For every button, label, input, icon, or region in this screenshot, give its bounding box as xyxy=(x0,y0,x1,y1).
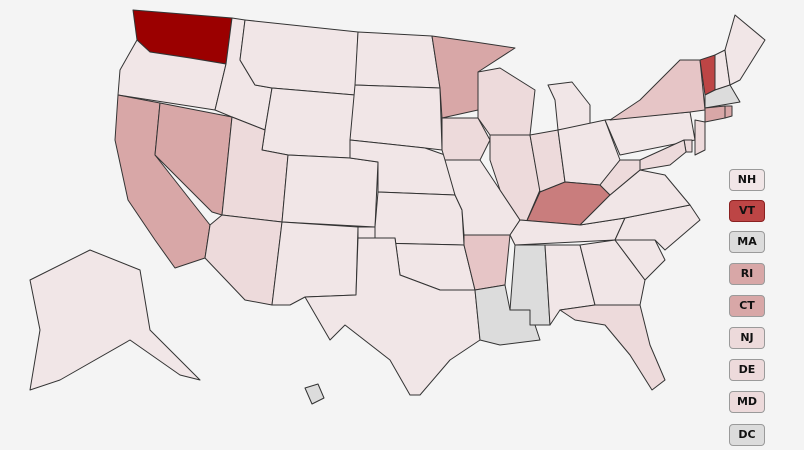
state-nd[interactable] xyxy=(354,31,441,89)
state-button-ma[interactable]: MA xyxy=(729,231,765,253)
state-ct[interactable] xyxy=(704,105,726,123)
state-ma[interactable] xyxy=(704,84,741,109)
state-button-vt[interactable]: VT xyxy=(729,200,765,222)
state-ri[interactable] xyxy=(724,105,733,119)
state-ak[interactable] xyxy=(29,249,201,391)
state-ga[interactable] xyxy=(579,239,646,306)
state-button-nj[interactable]: NJ xyxy=(729,327,765,349)
state-ny[interactable] xyxy=(609,59,706,121)
state-hi[interactable] xyxy=(304,383,325,405)
state-mt[interactable] xyxy=(239,19,359,96)
state-co[interactable] xyxy=(281,154,379,228)
state-wi[interactable] xyxy=(477,67,536,136)
state-button-dc[interactable]: DC xyxy=(729,424,765,446)
state-nv[interactable] xyxy=(154,102,233,216)
state-wy[interactable] xyxy=(261,87,356,159)
state-ks[interactable] xyxy=(374,191,465,246)
state-nj[interactable] xyxy=(694,119,706,156)
state-mi[interactable] xyxy=(547,81,591,131)
state-me[interactable] xyxy=(724,14,766,86)
state-button-nh[interactable]: NH xyxy=(729,169,765,191)
state-sd[interactable] xyxy=(349,84,443,151)
state-tx[interactable] xyxy=(304,237,481,396)
state-button-de[interactable]: DE xyxy=(729,359,765,381)
state-md[interactable] xyxy=(639,139,687,171)
state-button-md[interactable]: MD xyxy=(729,391,765,413)
state-nm[interactable] xyxy=(271,221,359,306)
state-button-ri[interactable]: RI xyxy=(729,263,765,285)
state-button-ct[interactable]: CT xyxy=(729,295,765,317)
state-fl[interactable] xyxy=(559,304,666,391)
state-az[interactable] xyxy=(204,214,283,306)
